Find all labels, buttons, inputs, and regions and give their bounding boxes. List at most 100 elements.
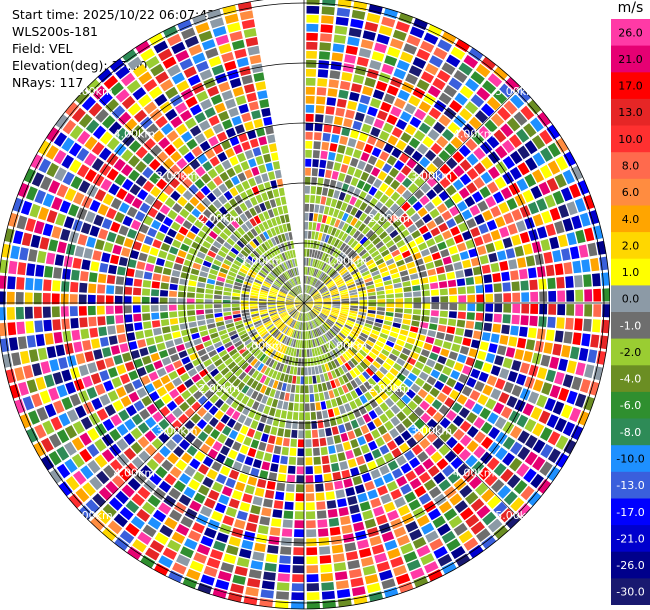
- velocity-gate: [34, 189, 46, 204]
- velocity-gate: [295, 484, 304, 493]
- velocity-gate: [334, 348, 341, 356]
- velocity-gate: [231, 399, 240, 409]
- velocity-gate: [554, 371, 565, 385]
- velocity-gate: [396, 59, 410, 72]
- velocity-gate: [304, 304, 306, 313]
- velocity-gate: [304, 304, 306, 313]
- velocity-gate: [282, 364, 288, 373]
- velocity-gate: [361, 270, 370, 277]
- velocity-gate: [337, 210, 345, 220]
- velocity-gate: [316, 96, 326, 105]
- velocity-gate: [128, 169, 140, 182]
- velocity-gate: [308, 367, 312, 375]
- velocity-gate: [199, 271, 208, 278]
- velocity-gate: [389, 167, 399, 178]
- velocity-gate: [186, 298, 195, 304]
- velocity-gate: [454, 92, 468, 106]
- velocity-gate: [297, 312, 301, 321]
- velocity-gate: [495, 145, 508, 159]
- velocity-gate: [403, 378, 414, 388]
- velocity-gate: [250, 252, 258, 261]
- velocity-gate: [61, 281, 70, 292]
- velocity-gate: [194, 257, 204, 265]
- velocity-gate: [79, 282, 88, 293]
- velocity-gate: [547, 448, 561, 464]
- velocity-gate: [285, 317, 291, 324]
- velocity-gate: [353, 243, 362, 251]
- velocity-gate: [274, 236, 280, 245]
- colorbar-tick-label: 2.0: [622, 239, 640, 252]
- velocity-gate: [162, 25, 178, 39]
- velocity-gate: [402, 418, 413, 429]
- velocity-gate: [305, 303, 313, 307]
- velocity-gate: [499, 83, 514, 98]
- velocity-gate: [283, 510, 294, 519]
- velocity-gate: [109, 58, 125, 73]
- colorbar-tick-label: 10.0: [618, 133, 643, 146]
- velocity-gate: [328, 316, 337, 321]
- velocity-gate: [101, 252, 111, 263]
- velocity-gate: [151, 289, 160, 297]
- velocity-gate: [171, 531, 186, 544]
- velocity-gate: [135, 161, 147, 173]
- velocity-gate: [358, 405, 367, 415]
- velocity-gate: [470, 94, 485, 108]
- range-ring-label: 5.00km: [71, 509, 113, 522]
- velocity-gate: [354, 323, 363, 329]
- velocity-gate: [307, 240, 311, 248]
- velocity-gate: [377, 485, 389, 496]
- velocity-gate: [239, 202, 248, 212]
- velocity-gate: [326, 216, 332, 225]
- velocity-gate: [339, 355, 347, 364]
- velocity-gate: [304, 293, 306, 302]
- velocity-gate: [320, 564, 333, 573]
- velocity-gate: [525, 157, 538, 171]
- velocity-gate: [58, 357, 69, 370]
- velocity-gate: [476, 505, 491, 519]
- velocity-gate: [437, 39, 452, 52]
- velocity-gate: [348, 27, 362, 38]
- velocity-gate: [305, 303, 313, 308]
- velocity-gate: [259, 328, 267, 335]
- velocity-gate: [82, 375, 93, 388]
- velocity-gate: [191, 332, 200, 340]
- velocity-gate: [428, 323, 438, 331]
- velocity-gate: [563, 151, 577, 167]
- velocity-gate: [305, 300, 313, 303]
- velocity-gate: [447, 471, 461, 484]
- velocity-gate: [408, 95, 421, 107]
- velocity-gate: [359, 296, 367, 300]
- velocity-gate: [280, 288, 288, 294]
- velocity-gate: [267, 261, 275, 269]
- velocity-gate: [353, 168, 363, 179]
- velocity-gate: [34, 320, 44, 333]
- velocity-gate: [498, 392, 510, 404]
- velocity-gate: [391, 327, 400, 334]
- velocity-gate: [281, 382, 287, 392]
- colorbar-swatch: [611, 178, 650, 206]
- velocity-gate: [356, 180, 366, 190]
- velocity-gate: [308, 258, 311, 266]
- velocity-gate: [130, 125, 144, 138]
- velocity-gate: [366, 284, 375, 290]
- velocity-gate: [319, 313, 327, 319]
- velocity-gate: [460, 434, 472, 447]
- velocity-gate: [170, 353, 180, 363]
- velocity-gate: [429, 55, 444, 68]
- velocity-gate: [219, 523, 232, 535]
- velocity-gate: [399, 213, 409, 223]
- velocity-gate: [68, 204, 80, 217]
- velocity-gate: [426, 431, 438, 443]
- velocity-gate: [306, 68, 317, 77]
- velocity-gate: [370, 98, 382, 109]
- velocity-gate: [255, 382, 263, 392]
- velocity-gate: [375, 227, 385, 236]
- velocity-gate: [338, 267, 346, 274]
- velocity-gate: [263, 405, 271, 415]
- velocity-gate: [89, 225, 100, 237]
- velocity-gate: [296, 298, 303, 303]
- velocity-gate: [253, 430, 262, 441]
- velocity-gate: [375, 139, 386, 150]
- velocity-gate: [123, 433, 136, 446]
- velocity-gate: [115, 386, 127, 398]
